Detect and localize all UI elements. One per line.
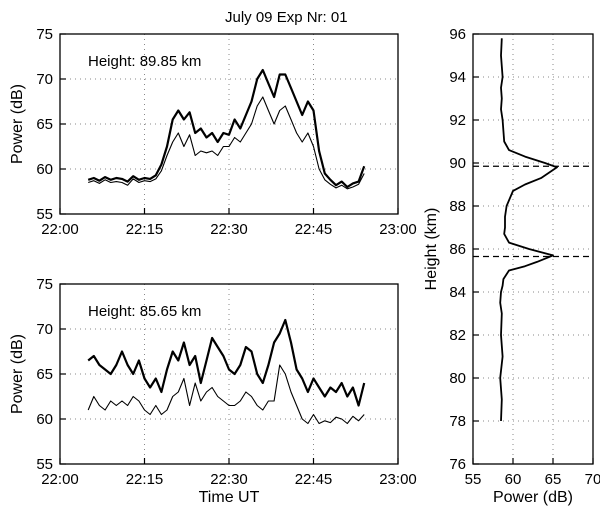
height-annotation: Height: 89.85 km	[88, 53, 201, 70]
y-tick-label: 60	[36, 161, 53, 178]
series-line-medium	[499, 38, 558, 422]
x-tick-label: 22:45	[295, 471, 333, 488]
x-tick-label: 22:15	[126, 221, 164, 238]
y-tick-label: 82	[449, 327, 466, 344]
y-tick-label: 60	[36, 411, 53, 428]
x-tick-label: 23:00	[379, 471, 417, 488]
y-tick-label: 78	[449, 413, 466, 430]
y-tick-label: 80	[449, 370, 466, 387]
top-power-panel: 22:00 22:15 22:30 22:45 23:00 55 60 65 70 75 Power…	[9, 26, 417, 238]
height-profile-panel: 55 60 65 70 76 78 80 82 84 86 88 90 92 94 96 Height (km…	[423, 26, 600, 506]
x-tick-label: 60	[505, 471, 522, 488]
series-line-thick	[87, 68, 366, 189]
y-tick-label: 75	[36, 26, 53, 43]
y-axis-label: Power (dB)	[9, 84, 26, 164]
experiment-header: July 09 Exp Nr: 01	[225, 9, 348, 26]
y-tick-label: 96	[449, 26, 466, 43]
y-tick-label: 92	[449, 112, 466, 129]
x-tick-label: 22:00	[41, 221, 79, 238]
y-tick-label: 75	[36, 276, 53, 293]
x-axis-label: Power (dB)	[493, 489, 573, 506]
x-tick-label: 23:00	[379, 221, 417, 238]
x-tick-label: 55	[465, 471, 482, 488]
x-axis-label: Time UT	[199, 489, 260, 506]
x-tick-label: 22:30	[210, 221, 248, 238]
y-tick-label: 94	[449, 69, 466, 86]
y-tick-label: 86	[449, 241, 466, 258]
y-tick-label: 65	[36, 116, 53, 133]
x-tick-label: 22:30	[210, 471, 248, 488]
bottom-power-panel: 22:00 22:15 22:30 22:45 23:00 55 60 65 70 75 Power…	[9, 276, 417, 506]
y-tick-label: 55	[36, 206, 53, 223]
x-tick-label: 70	[585, 471, 600, 488]
y-axis-label: Height (km)	[423, 208, 440, 291]
y-tick-label: 76	[449, 456, 466, 473]
y-tick-label: 70	[36, 321, 53, 338]
x-tick-label: 22:45	[295, 221, 333, 238]
y-tick-label: 90	[449, 155, 466, 172]
y-tick-label: 65	[36, 366, 53, 383]
y-axis-label: Power (dB)	[9, 334, 26, 414]
x-tick-label: 22:00	[41, 471, 79, 488]
series-line-thin	[88, 96, 365, 190]
y-tick-label: 84	[449, 284, 466, 301]
y-tick-label: 55	[36, 456, 53, 473]
series-line-thin	[87, 364, 365, 425]
x-tick-label: 22:15	[126, 471, 164, 488]
height-annotation: Height: 85.65 km	[88, 303, 201, 320]
x-tick-label: 65	[545, 471, 562, 488]
y-tick-label: 70	[36, 71, 53, 88]
y-tick-label: 88	[449, 198, 466, 215]
series-line-thick	[87, 318, 366, 407]
